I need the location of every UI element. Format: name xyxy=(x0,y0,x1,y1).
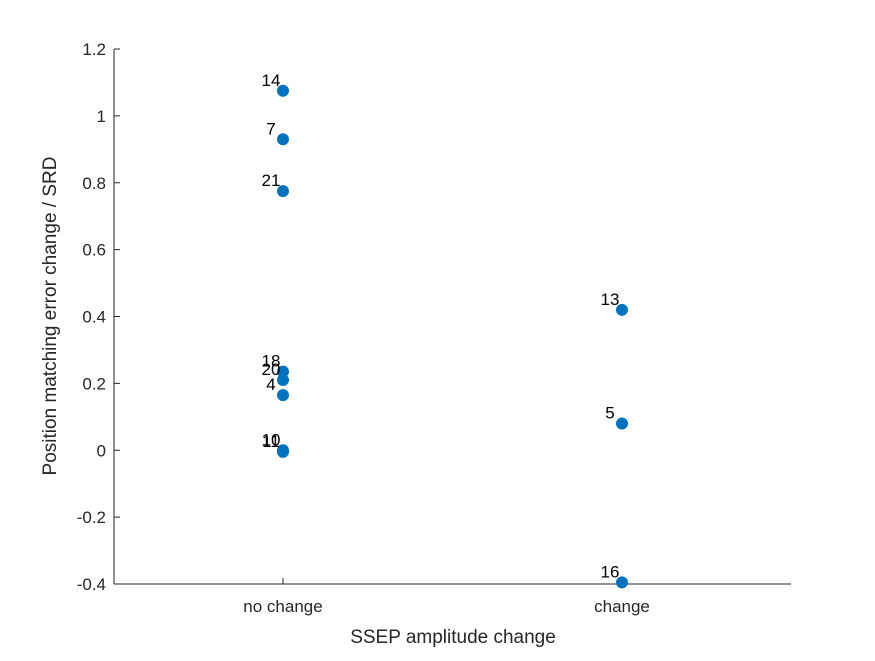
data-point-label: 20 xyxy=(262,360,281,379)
x-tick-label: change xyxy=(594,597,650,616)
y-tick-label: -0.4 xyxy=(77,575,106,594)
x-axis-label: SSEP amplitude change xyxy=(350,627,556,648)
data-point xyxy=(277,445,289,458)
data-point xyxy=(277,389,289,402)
y-axis-ticks: -0.4 -0.2 0 0.2 0.4 0.6 0.8 1 1.2 xyxy=(77,40,120,594)
x-tick-label: no change xyxy=(243,597,322,616)
data-point xyxy=(277,374,289,387)
data-point-label: 14 xyxy=(262,71,281,90)
y-tick-label: 0 xyxy=(97,441,106,460)
y-tick-label: 0.8 xyxy=(82,174,106,193)
data-point-label: 5 xyxy=(605,404,614,423)
data-point-label: 4 xyxy=(266,375,275,394)
y-tick-label: 1 xyxy=(97,107,106,126)
data-point-label: 11 xyxy=(262,432,280,451)
y-tick-label: 0.4 xyxy=(82,308,106,327)
y-tick-label: 0.2 xyxy=(82,374,106,393)
y-tick-label: -0.2 xyxy=(77,508,106,527)
data-point-label: 21 xyxy=(262,171,281,190)
y-tick-label: 0.6 xyxy=(82,241,106,260)
data-point xyxy=(277,185,289,198)
data-point xyxy=(277,365,289,378)
data-point xyxy=(616,303,628,316)
data-point-label: 10 xyxy=(262,430,281,449)
y-tick-label: 1.2 xyxy=(82,40,106,59)
y-axis-label: Position matching error change / SRD xyxy=(40,157,61,476)
axes xyxy=(113,49,791,585)
data-point-label: 13 xyxy=(601,290,620,309)
data-point xyxy=(277,84,289,97)
data-point xyxy=(277,133,289,146)
data-point-label: 18 xyxy=(262,352,281,371)
data-point xyxy=(616,576,628,589)
data-point-label: 16 xyxy=(601,562,620,581)
x-axis-ticks: no change change xyxy=(243,578,650,616)
data-point-label: 7 xyxy=(266,119,275,138)
data-point xyxy=(616,417,628,430)
